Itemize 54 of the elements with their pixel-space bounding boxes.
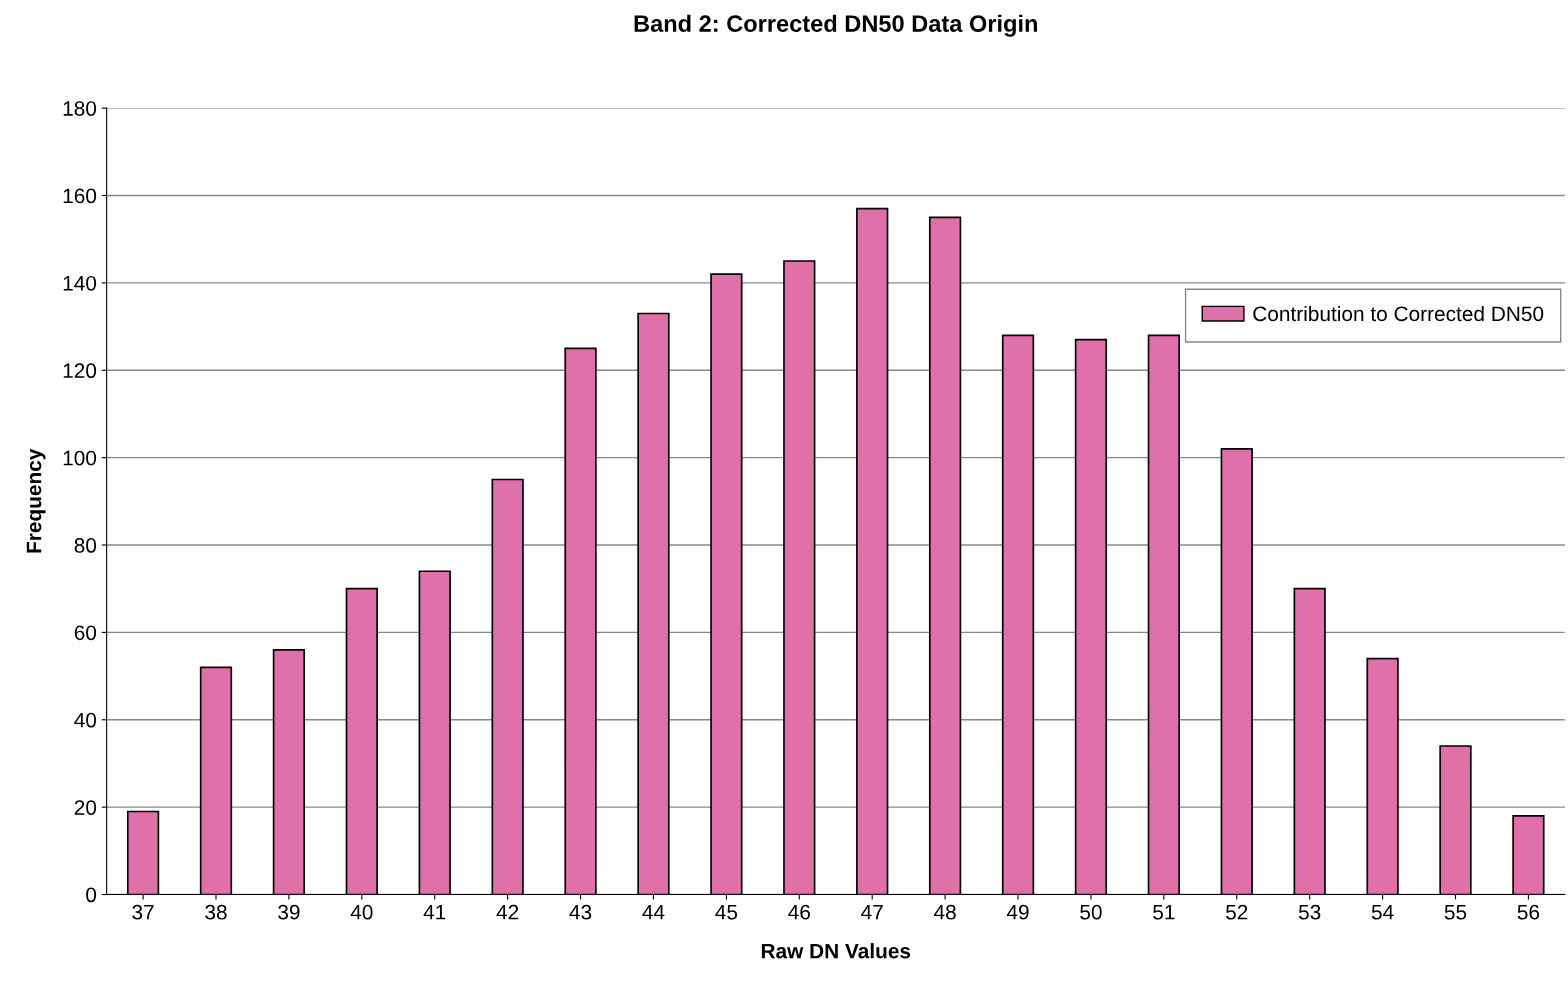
bar xyxy=(710,273,743,895)
x-tick-label: 53 xyxy=(1298,904,1321,920)
bar xyxy=(1293,587,1326,895)
x-tick-label: 47 xyxy=(861,905,883,920)
legend-label: Contribution to Corrected DN50 xyxy=(1253,305,1544,322)
x-tick-label: 37 xyxy=(132,904,154,920)
x-tick-label: 50 xyxy=(1080,904,1102,920)
x-tick-label: 39 xyxy=(278,904,300,920)
x-tick-label: 40 xyxy=(350,904,373,920)
y-tick-label: 140 xyxy=(63,275,97,291)
x-tick-label: 55 xyxy=(1444,905,1467,920)
bar xyxy=(783,260,816,895)
y-tick-label: 120 xyxy=(63,363,97,379)
bar xyxy=(1366,657,1399,895)
bar xyxy=(418,570,451,895)
x-tick-label: 51 xyxy=(1153,905,1175,920)
bar xyxy=(856,207,889,895)
x-tick-label: 45 xyxy=(715,905,738,920)
chart-title: Band 2: Corrected DN50 Data Origin xyxy=(634,14,1037,37)
y-tick-label: 20 xyxy=(74,800,97,815)
bar xyxy=(1439,745,1472,895)
x-tick-label: 48 xyxy=(934,904,956,920)
bar xyxy=(1074,338,1108,895)
bar xyxy=(1220,448,1253,895)
bar xyxy=(345,587,378,895)
y-tick-label: 0 xyxy=(86,887,97,903)
x-tick-label: 42 xyxy=(496,904,519,920)
y-axis-title: Frequency xyxy=(26,448,46,553)
bar xyxy=(491,478,524,895)
y-tick-label: 180 xyxy=(63,101,97,116)
x-tick-label: 56 xyxy=(1517,904,1540,920)
bar xyxy=(1512,815,1545,895)
y-tick-label: 80 xyxy=(74,538,97,553)
x-tick-label: 44 xyxy=(642,905,665,920)
bar xyxy=(1147,334,1180,895)
y-tick-label: 40 xyxy=(74,712,97,728)
x-tick-label: 54 xyxy=(1371,905,1394,920)
y-tick-label: 160 xyxy=(63,188,97,204)
x-tick-label: 38 xyxy=(205,904,227,920)
x-axis-title: Raw DN Values xyxy=(761,943,911,959)
x-tick-label: 41 xyxy=(423,905,446,920)
bar xyxy=(928,216,962,895)
x-tick-label: 52 xyxy=(1226,904,1248,920)
y-tick-label: 100 xyxy=(63,450,97,466)
y-tick-label: 60 xyxy=(74,625,97,641)
bar xyxy=(1001,334,1035,895)
x-tick-label: 43 xyxy=(569,904,592,920)
bar xyxy=(126,810,160,895)
x-tick-label: 49 xyxy=(1006,904,1029,920)
bar xyxy=(199,666,233,895)
x-tick-label: 46 xyxy=(788,904,810,920)
bar xyxy=(564,347,597,895)
bar xyxy=(637,312,670,895)
bar xyxy=(272,649,306,895)
